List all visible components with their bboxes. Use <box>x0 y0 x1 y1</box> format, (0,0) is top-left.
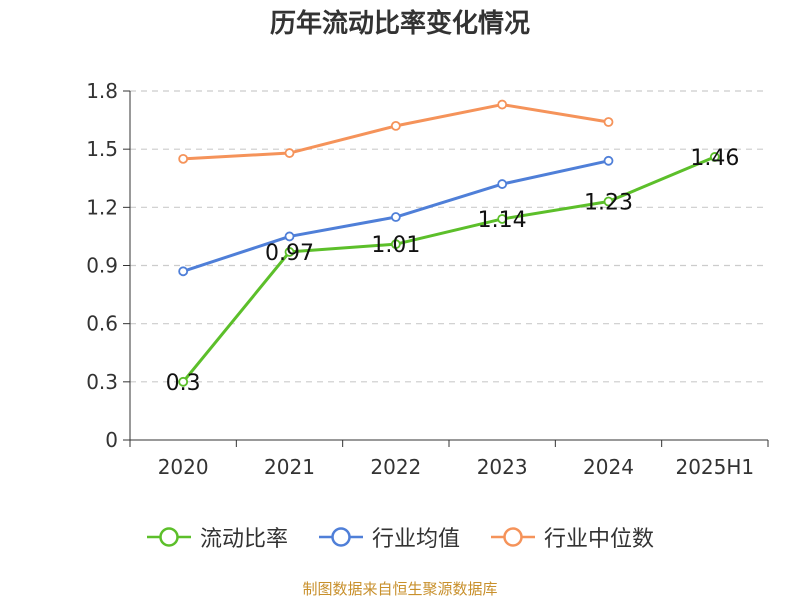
data-label: 0.97 <box>265 241 314 266</box>
grid-lines <box>130 90 768 383</box>
x-tick-label: 2020 <box>158 455 209 479</box>
x-tick-label: 2024 <box>583 455 634 479</box>
y-tick-label: 1.2 <box>86 195 118 219</box>
legend-label: 行业均值 <box>371 527 460 552</box>
data-label: 1.01 <box>371 233 420 258</box>
data-point-2 <box>497 99 508 110</box>
y-tick-label: 0.6 <box>86 312 118 336</box>
x-tick-label: 2021 <box>264 455 315 479</box>
legend-item-0[interactable]: 流动比率 <box>146 521 288 553</box>
data-point-0 <box>390 239 401 250</box>
data-point-2 <box>603 117 614 127</box>
x-tick-label: 2023 <box>477 455 528 479</box>
legend-label: 行业中位数 <box>544 527 655 552</box>
source-note: 制图数据来自恒生聚源数据库 <box>302 580 498 598</box>
x-tick-label: 2025H1 <box>675 455 754 479</box>
data-point-1 <box>603 155 614 166</box>
series-line-2 <box>183 103 609 161</box>
x-tick-label: 2022 <box>370 455 421 479</box>
data-label: 1.23 <box>584 191 633 216</box>
data-point-0 <box>497 214 508 224</box>
data-point-1 <box>497 179 508 189</box>
y-tick-label: 1.5 <box>86 137 118 161</box>
legend-item-2[interactable]: 行业中位数 <box>490 521 654 553</box>
data-point-1 <box>390 212 401 222</box>
data-point-0 <box>284 247 295 257</box>
data-label: 1.46 <box>690 146 739 171</box>
legend-line-circle-icon <box>318 527 363 547</box>
data-point-1 <box>284 231 295 242</box>
series-line-0 <box>182 155 716 383</box>
data-point-0 <box>603 196 614 207</box>
y-tick-label: 0 <box>105 428 118 452</box>
legend-line-circle-icon <box>146 527 191 547</box>
axes: 0 0.3 0.6 0.9 1.2 1.5 1.8 2020 2021 2022 2023 2024 2… <box>86 79 769 479</box>
data-point-2 <box>390 121 401 131</box>
y-tick-label: 0.3 <box>86 370 118 394</box>
data-point-0 <box>178 376 189 387</box>
data-point-1 <box>178 266 189 277</box>
legend-label: 流动比率 <box>199 527 288 552</box>
data-label: 0.3 <box>166 371 201 396</box>
data-labels: 0.3 0.97 1.01 1.14 1.23 1.46 <box>166 146 740 396</box>
data-point-2 <box>284 148 295 158</box>
data-label: 1.14 <box>478 208 527 233</box>
data-point-0 <box>709 152 720 162</box>
chart-title: 历年流动比率变化情况 <box>269 9 530 39</box>
legend: 流动比率 行业均值 行业中位数 <box>0 520 800 554</box>
data-point-2 <box>178 153 189 164</box>
legend-line-circle-icon <box>491 527 535 547</box>
y-tick-label: 0.9 <box>86 254 118 278</box>
legend-item-1[interactable]: 行业均值 <box>318 521 460 553</box>
y-tick-label: 1.8 <box>86 79 118 103</box>
series-lines <box>178 99 720 387</box>
